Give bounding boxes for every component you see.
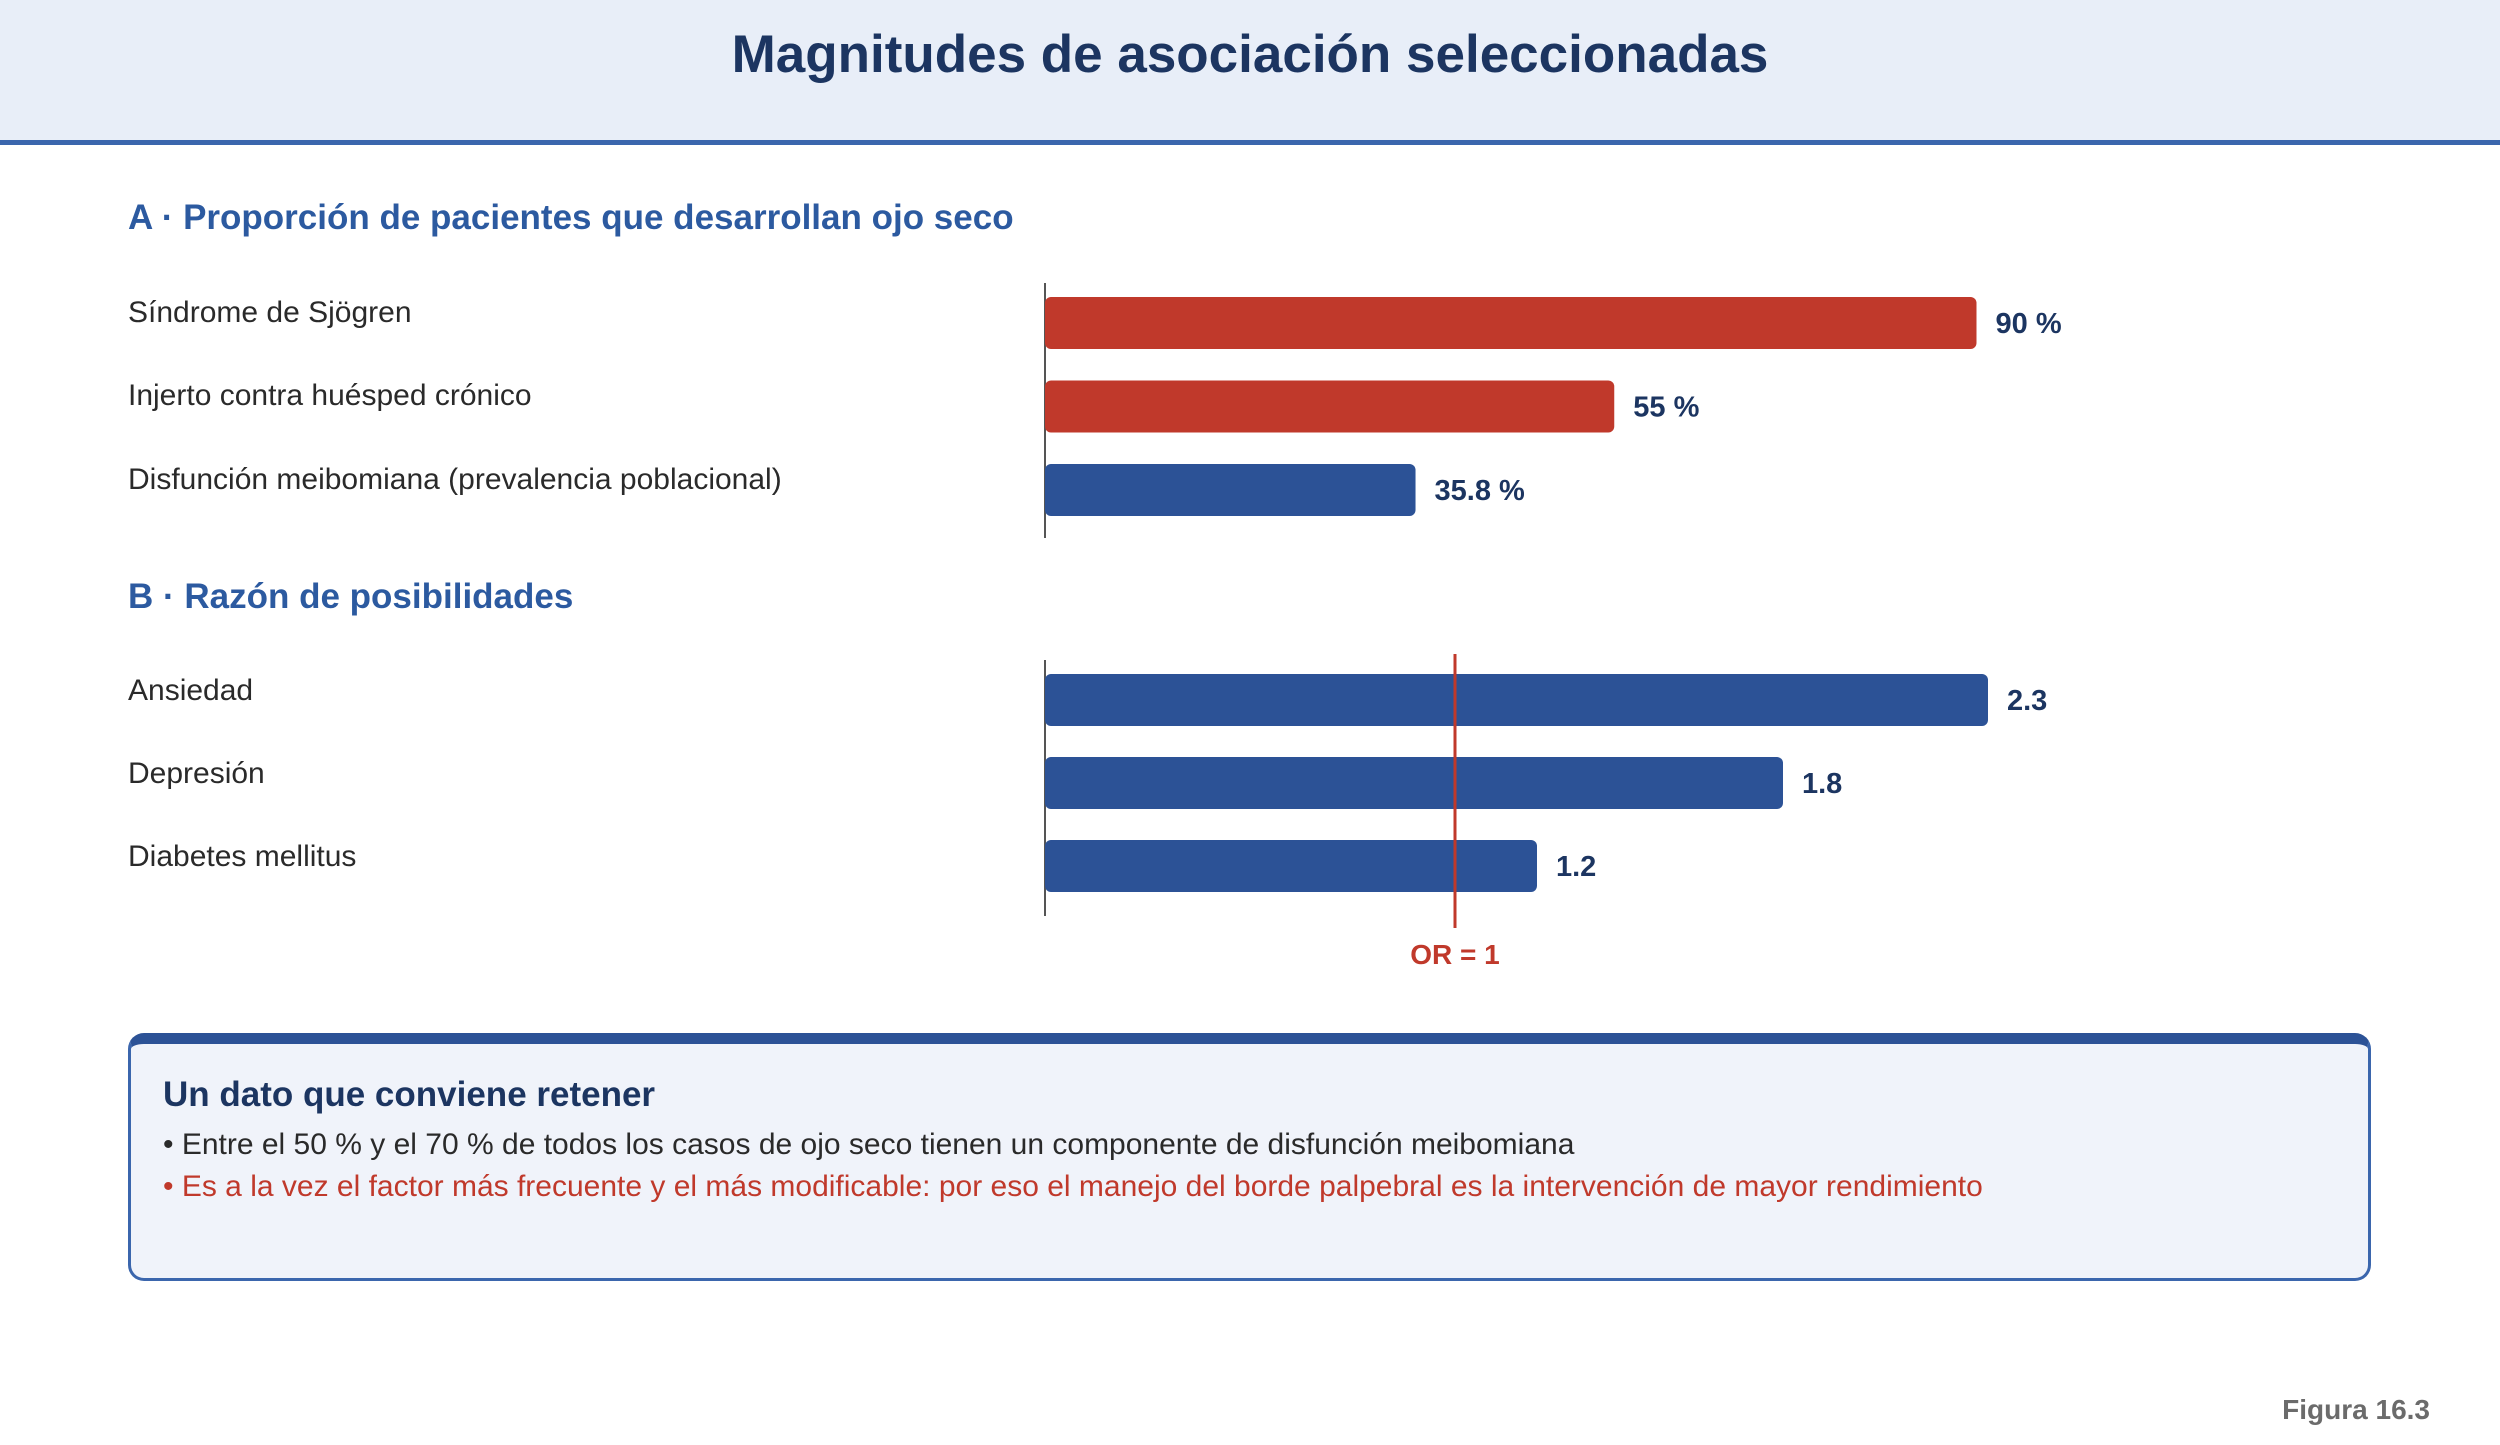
panel-a-category-label: Síndrome de Sjögren [128, 296, 412, 329]
figure-number: Figura 16.3 [2282, 1394, 2430, 1425]
bar-value-label: 1.8 [1802, 768, 1842, 800]
bar [1045, 840, 1537, 892]
bar [1045, 380, 1615, 433]
bar-value-label: 35.8 % [1435, 475, 1525, 507]
bar-value-label: 55 % [1633, 392, 1699, 424]
key-point-bullet-highlight: • Es a la vez el factor más frecuente y … [163, 1170, 1983, 1203]
bar-value-label: 2.3 [2007, 685, 2047, 717]
reference-line-label: OR = 1 [1410, 939, 1499, 970]
bar [1045, 464, 1416, 516]
panel-a-category-label: Disfunción meibomiana (prevalencia pobla… [128, 463, 782, 496]
bar [1045, 297, 1977, 349]
panel-b-bar-chart: 2.3 1.8 1.2 OR = 1 [1044, 654, 2047, 970]
key-point-title: Un dato que conviene retener [163, 1075, 656, 1114]
panel-a-category-label: Injerto contra huésped crónico [128, 379, 532, 412]
figure-title: Magnitudes de asociación seleccionadas [731, 25, 1769, 84]
bar [1045, 757, 1783, 809]
panel-b-category-label: Diabetes mellitus [128, 840, 357, 873]
panel-b-category-label: Depresión [128, 757, 265, 790]
key-point-bullet: • Entre el 50 % y el 70 % de todos los c… [163, 1128, 1575, 1161]
bar-value-label: 90 % [1996, 308, 2062, 340]
figure-header: Magnitudes de asociación seleccionadas [0, 0, 2500, 145]
panel-a-bar-chart: 90 % 55 % 35.8 % [1044, 283, 2062, 538]
panel-a-title: A · Proporción de pacientes que desarrol… [128, 198, 1014, 237]
panel-b-title: B · Razón de posibilidades [128, 577, 574, 616]
bar-value-label: 1.2 [1556, 851, 1596, 883]
bar [1045, 674, 1988, 726]
key-point-box: Un dato que conviene retener • Entre el … [128, 1033, 2371, 1281]
panel-b-category-label: Ansiedad [128, 674, 254, 707]
